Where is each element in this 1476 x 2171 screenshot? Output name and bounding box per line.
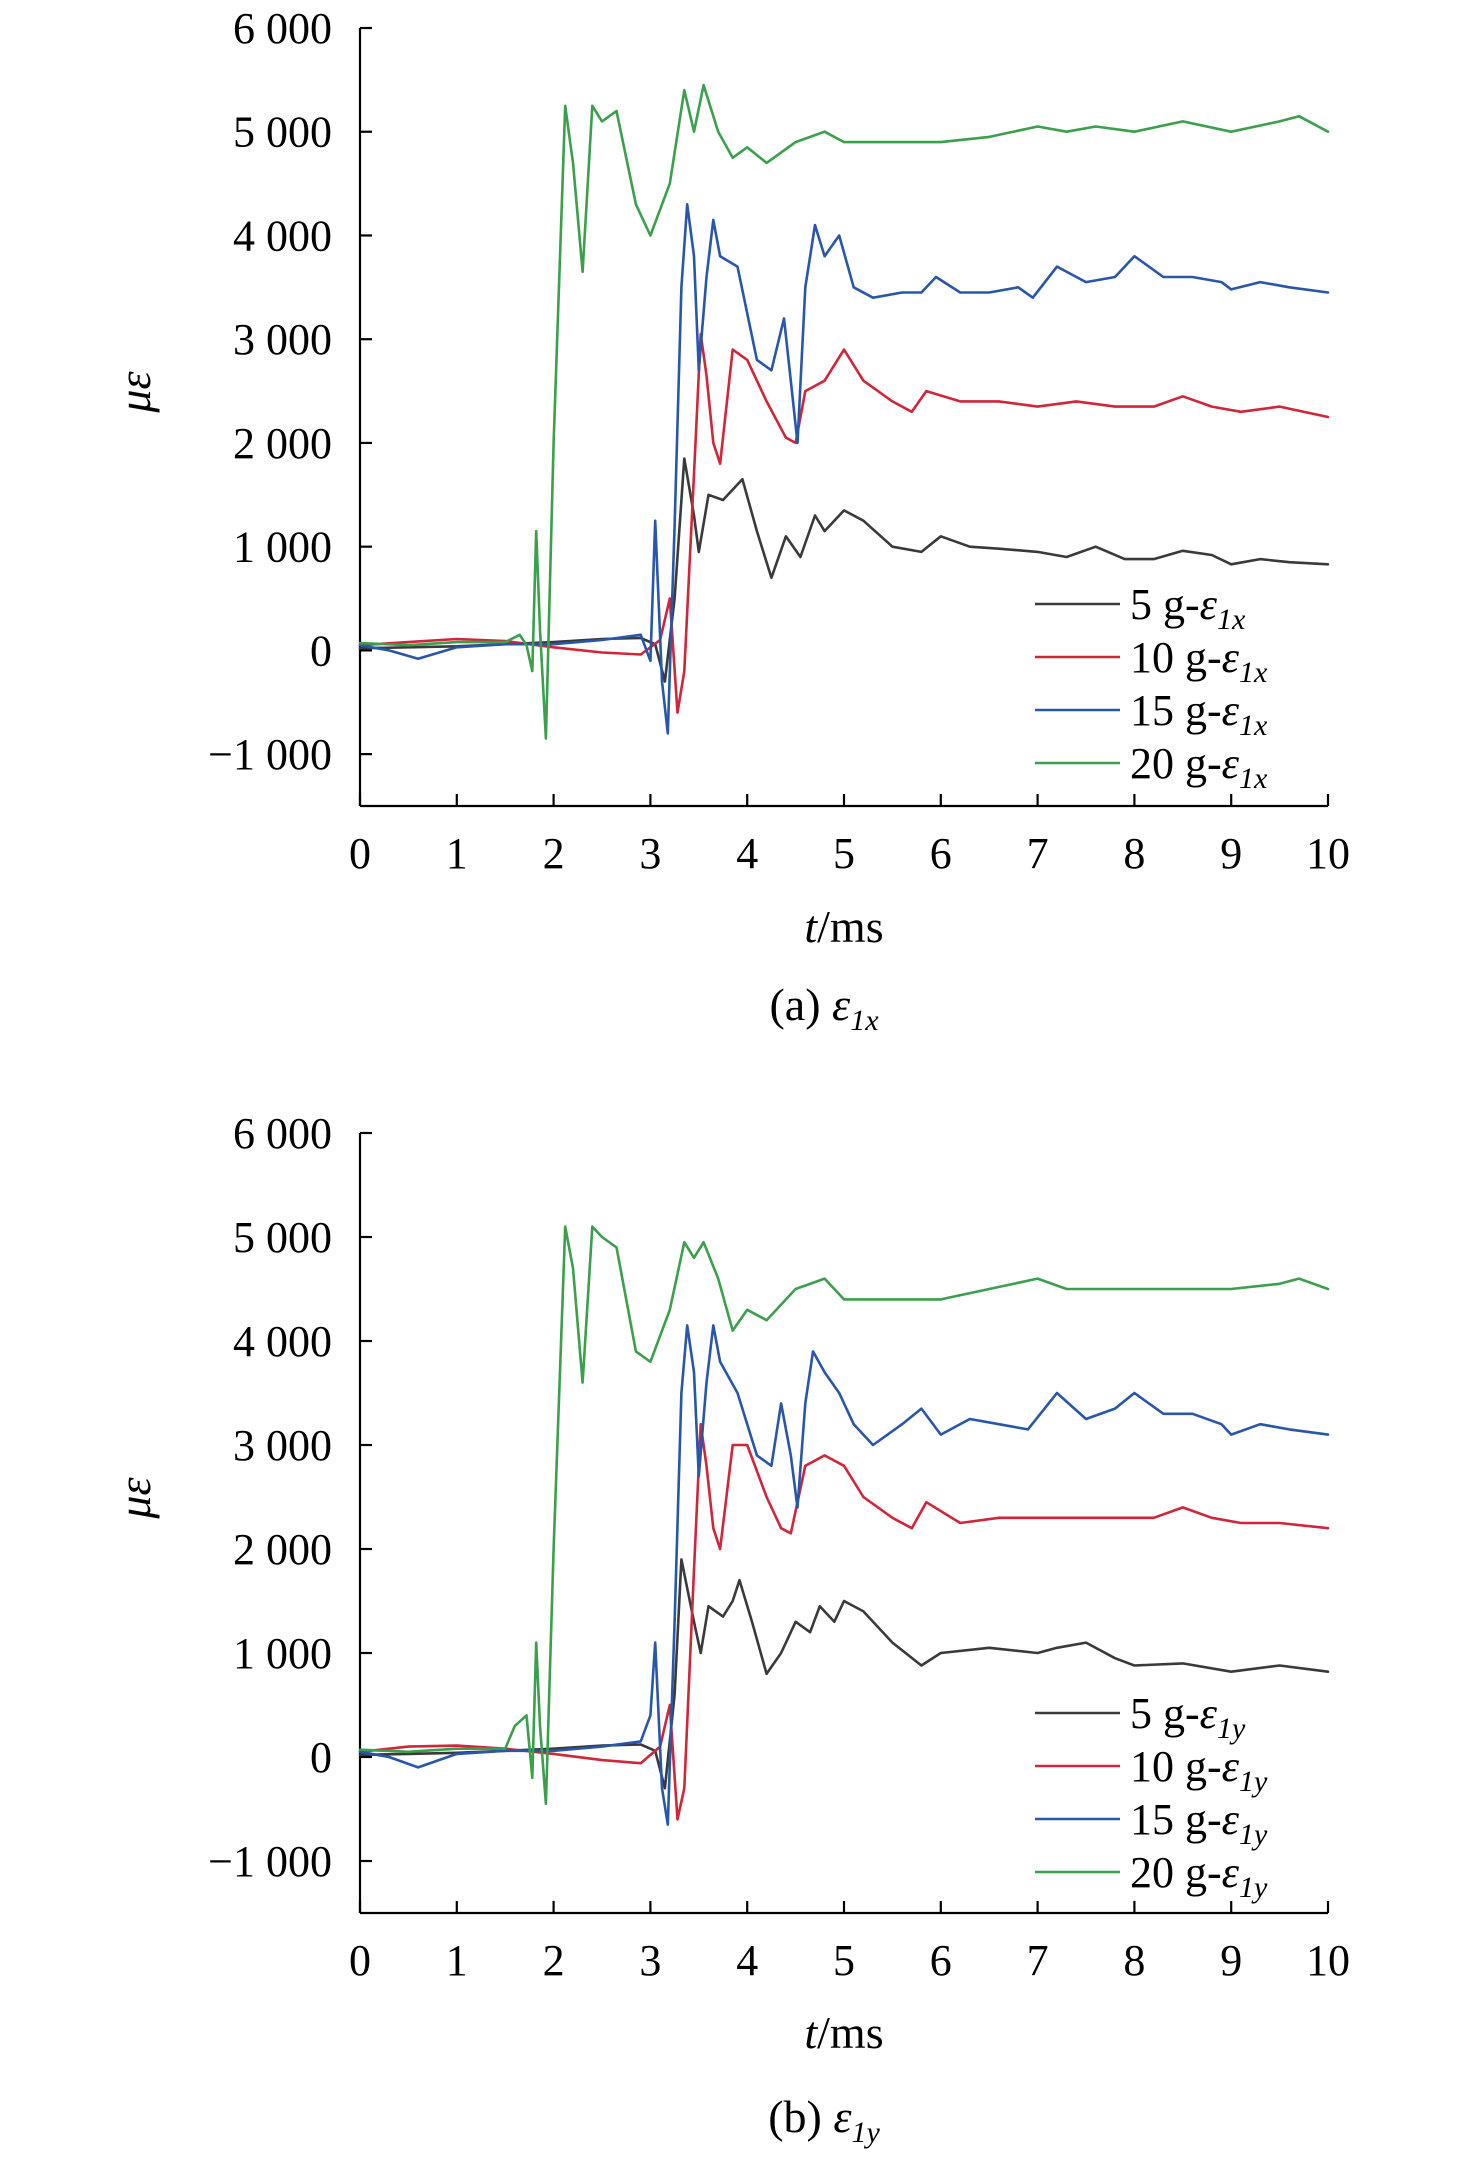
y-tick-label: 3 000 bbox=[233, 1421, 332, 1470]
x-tick-label: 3 bbox=[639, 1936, 661, 1985]
y-tick-label: 2 000 bbox=[233, 1525, 332, 1574]
y-tick-label: −1 000 bbox=[208, 730, 332, 779]
legend-label: 20 g-ε1x bbox=[1130, 739, 1268, 795]
y-tick-label: 1 000 bbox=[233, 1629, 332, 1678]
legend-item: 15 g-ε1y bbox=[1035, 1795, 1268, 1851]
series-line-10gg bbox=[358, 1422, 1330, 1821]
y-tick-label: 3 000 bbox=[233, 315, 332, 364]
legend-label: 15 g-ε1y bbox=[1130, 1795, 1268, 1851]
y-tick-label: 5 000 bbox=[233, 1213, 332, 1262]
x-tick-label: 8 bbox=[1123, 1936, 1145, 1985]
x-tick-label: 3 bbox=[639, 829, 661, 878]
y-tick-label: 1 000 bbox=[233, 523, 332, 572]
y-tick-label: 0 bbox=[310, 1733, 332, 1782]
x-tick-label: 4 bbox=[736, 1936, 758, 1985]
x-tick-label: 6 bbox=[930, 829, 952, 878]
series-line-20gg bbox=[358, 83, 1330, 740]
y-axis-label: με bbox=[109, 1477, 160, 1520]
legend-label: 5 g-ε1y bbox=[1130, 1689, 1246, 1745]
x-tick-label: 10 bbox=[1306, 1936, 1350, 1985]
x-tick-label: 0 bbox=[349, 1936, 371, 1985]
legend-item: 5 g-ε1x bbox=[1035, 580, 1246, 636]
chart-panel-a: −1 000 0 1 000 2 000 3 000 4 000 5 000 6 000 0 1 2… bbox=[109, 4, 1350, 1037]
x-tick-label: 5 bbox=[833, 829, 855, 878]
y-tick-label: 5 000 bbox=[233, 108, 332, 157]
panel-caption: (a) ε1x bbox=[769, 979, 879, 1037]
y-tick-label: −1 000 bbox=[208, 1837, 332, 1886]
y-axis-label: με bbox=[109, 371, 160, 414]
x-tick-label: 5 bbox=[833, 1936, 855, 1985]
x-tick-label: 9 bbox=[1220, 829, 1242, 878]
y-tick-label: 0 bbox=[310, 626, 332, 675]
legend-item: 15 g-ε1x bbox=[1035, 686, 1268, 742]
legend-label: 5 g-ε1x bbox=[1130, 580, 1246, 636]
x-tick-label: 4 bbox=[736, 829, 758, 878]
legend-item: 10 g-ε1x bbox=[1035, 633, 1268, 689]
legend-label: 10 g-ε1x bbox=[1130, 633, 1268, 689]
x-tick-label: 8 bbox=[1123, 829, 1145, 878]
x-tick-label: 2 bbox=[543, 1936, 565, 1985]
x-tick-label: 1 bbox=[446, 1936, 468, 1985]
y-tick-label: 2 000 bbox=[233, 419, 332, 468]
x-tick-label: 7 bbox=[1027, 829, 1049, 878]
series-line-15gg bbox=[358, 203, 1330, 735]
chart-panel-b: −1 000 0 1 000 2 000 3 000 4 000 5 000 6 000 0 1 2… bbox=[109, 1109, 1350, 2149]
y-tick-label: 6 000 bbox=[233, 1109, 332, 1158]
legend-item: 5 g-ε1y bbox=[1035, 1689, 1246, 1745]
x-axis-label: t/ms bbox=[804, 901, 883, 952]
series-line-20gg bbox=[358, 1225, 1330, 1806]
legend-item: 20 g-ε1y bbox=[1035, 1848, 1268, 1904]
x-axis-label: t/ms bbox=[804, 2007, 883, 2058]
series-line-5gg bbox=[358, 1558, 1330, 1790]
y-tick-label: 4 000 bbox=[233, 1317, 332, 1366]
legend-label: 15 g-ε1x bbox=[1130, 686, 1268, 742]
x-tick-label: 10 bbox=[1306, 829, 1350, 878]
y-tick-label: 4 000 bbox=[233, 211, 332, 260]
x-tick-label: 7 bbox=[1027, 1936, 1049, 1985]
panel-caption: (b) ε1y bbox=[768, 2091, 880, 2149]
series-line-15gg bbox=[358, 1324, 1330, 1826]
legend-label: 20 g-ε1y bbox=[1130, 1848, 1268, 1904]
x-tick-label: 6 bbox=[930, 1936, 952, 1985]
y-tick-label: 6 000 bbox=[233, 4, 332, 53]
x-tick-label: 0 bbox=[349, 829, 371, 878]
legend-label: 10 g-ε1y bbox=[1130, 1742, 1268, 1798]
x-tick-label: 1 bbox=[446, 829, 468, 878]
legend-item: 10 g-ε1y bbox=[1035, 1742, 1268, 1798]
x-tick-label: 2 bbox=[543, 829, 565, 878]
legend-item: 20 g-ε1x bbox=[1035, 739, 1268, 795]
x-tick-label: 9 bbox=[1220, 1936, 1242, 1985]
